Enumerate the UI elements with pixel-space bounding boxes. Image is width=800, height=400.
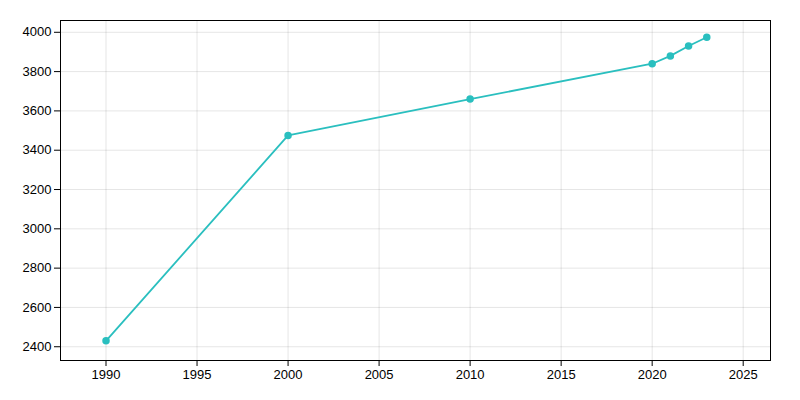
svg-text:2600: 2600 <box>23 300 52 315</box>
svg-text:3200: 3200 <box>23 182 52 197</box>
svg-text:2015: 2015 <box>547 367 576 382</box>
svg-text:4000: 4000 <box>23 24 52 39</box>
svg-text:2025: 2025 <box>729 367 758 382</box>
svg-text:3400: 3400 <box>23 142 52 157</box>
svg-text:2800: 2800 <box>23 260 52 275</box>
svg-text:3800: 3800 <box>23 64 52 79</box>
svg-text:2005: 2005 <box>365 367 394 382</box>
svg-text:2000: 2000 <box>274 367 303 382</box>
svg-text:1995: 1995 <box>183 367 212 382</box>
svg-text:2010: 2010 <box>456 367 485 382</box>
svg-text:2400: 2400 <box>23 339 52 354</box>
svg-text:3600: 3600 <box>23 103 52 118</box>
svg-text:1990: 1990 <box>92 367 121 382</box>
svg-text:2020: 2020 <box>638 367 667 382</box>
svg-text:3000: 3000 <box>23 221 52 236</box>
